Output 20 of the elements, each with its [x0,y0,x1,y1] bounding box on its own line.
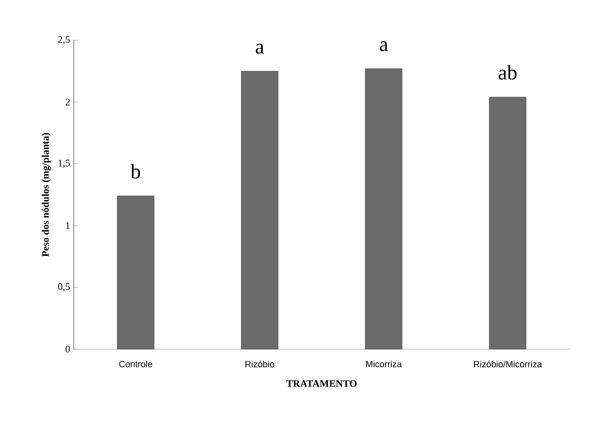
y-tick-label: 1 [66,222,70,229]
x-tick-label: Micorriza [366,360,402,368]
y-axis-title: Peso dos nódulos (mg/planta) [42,133,51,257]
y-tick-label: 0,5 [58,283,70,292]
y-tick-label: 1,5 [58,160,70,168]
bar [489,96,526,350]
annotation: b [130,164,140,179]
annotation: a [380,41,388,52]
bar [117,196,154,350]
x-tick-label: Controle [119,360,152,368]
x-tick-label: Rizóbio [245,360,274,368]
annotation: ab [498,65,517,80]
x-tick-label: Rizóbio/Micorriza [474,360,542,368]
y-tick-label: 2,5 [58,36,70,44]
bar [241,71,278,350]
bar [365,68,402,350]
y-tick-label: 2 [66,98,70,106]
annotation: a [256,44,264,54]
x-axis-title: TRATAMENTO [286,380,357,387]
y-tick-label: 0 [66,346,70,353]
